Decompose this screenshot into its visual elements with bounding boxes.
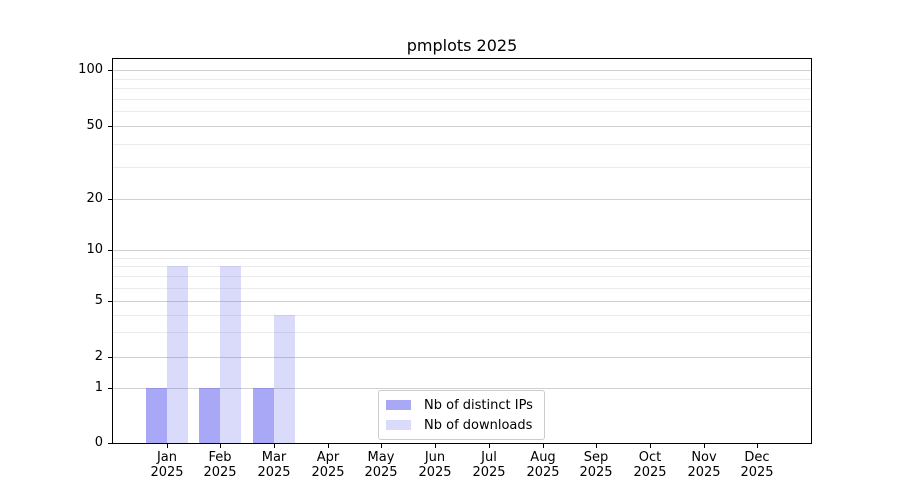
legend-swatch-icon: [386, 400, 411, 410]
x-tick-mark: [596, 444, 597, 448]
y-tick-mark: [108, 70, 112, 71]
gridline-major: [113, 70, 811, 71]
legend-entry: Nb of downloads: [386, 416, 536, 434]
y-tick-label: 20: [86, 191, 103, 206]
bar-downloads: [167, 266, 188, 443]
x-tick-label: Oct 2025: [633, 450, 667, 480]
y-tick-label: 100: [78, 62, 103, 77]
bar-downloads: [220, 266, 241, 443]
gridline-minor: [113, 144, 811, 145]
x-tick-mark: [543, 444, 544, 448]
legend-label: Nb of downloads: [424, 417, 533, 433]
chart-title: pmplots 2025: [406, 36, 518, 55]
legend-entry: Nb of distinct IPs: [386, 396, 536, 414]
y-tick-label: 50: [86, 118, 103, 133]
y-tick-mark: [108, 250, 112, 251]
x-tick-label: Jul 2025: [472, 450, 506, 480]
gridline-minor: [113, 266, 811, 267]
x-tick-mark: [328, 444, 329, 448]
gridline-minor: [113, 258, 811, 259]
y-tick-label: 2: [94, 349, 103, 364]
bar-distinct-ips: [253, 388, 274, 443]
y-tick-mark: [108, 199, 112, 200]
bar-distinct-ips: [199, 388, 220, 443]
bar-downloads: [274, 315, 295, 443]
gridline-major: [113, 126, 811, 127]
gridline-minor: [113, 99, 811, 100]
x-tick-mark: [167, 444, 168, 448]
y-tick-label: 10: [86, 242, 103, 257]
x-tick-label: Dec 2025: [740, 450, 774, 480]
y-tick-mark: [108, 357, 112, 358]
gridline-minor: [113, 79, 811, 80]
gridline-major: [113, 199, 811, 200]
x-tick-label: Mar 2025: [257, 450, 291, 480]
y-tick-label: 5: [94, 293, 103, 308]
y-tick-mark: [108, 443, 112, 444]
x-tick-label: Jan 2025: [150, 450, 184, 480]
legend-swatch-icon: [386, 420, 411, 430]
x-tick-label: Apr 2025: [311, 450, 345, 480]
gridline-major: [113, 357, 811, 358]
x-tick-mark: [489, 444, 490, 448]
gridline-minor: [113, 167, 811, 168]
x-tick-mark: [704, 444, 705, 448]
x-tick-mark: [650, 444, 651, 448]
x-tick-mark: [381, 444, 382, 448]
y-tick-label: 0: [94, 435, 103, 450]
legend-label: Nb of distinct IPs: [424, 397, 533, 413]
x-tick-label: Feb 2025: [203, 450, 237, 480]
gridline-minor: [113, 288, 811, 289]
y-tick-label: 1: [94, 380, 103, 395]
x-tick-label: Aug 2025: [526, 450, 560, 480]
y-tick-mark: [108, 301, 112, 302]
x-tick-mark: [220, 444, 221, 448]
gridline-minor: [113, 111, 811, 112]
x-tick-label: Jun 2025: [418, 450, 452, 480]
legend: Nb of distinct IPs Nb of downloads: [378, 390, 545, 440]
x-tick-mark: [274, 444, 275, 448]
gridline-major: [113, 250, 811, 251]
gridline-minor: [113, 315, 811, 316]
y-tick-mark: [108, 388, 112, 389]
gridline-major: [113, 388, 811, 389]
plot-area: 0 1 2 5 10 20 50 100 Jan 2025 Feb 2025 Mar 2025 Apr…: [78, 58, 812, 480]
bar-distinct-ips: [146, 388, 167, 443]
gridline-minor: [113, 332, 811, 333]
gridline-minor: [113, 276, 811, 277]
gridline-major: [113, 301, 811, 302]
x-tick-label: Nov 2025: [687, 450, 721, 480]
y-tick-mark: [108, 126, 112, 127]
x-tick-mark: [757, 444, 758, 448]
x-tick-label: Sep 2025: [579, 450, 613, 480]
x-tick-mark: [435, 444, 436, 448]
x-tick-label: May 2025: [364, 450, 398, 480]
gridline-minor: [113, 88, 811, 89]
